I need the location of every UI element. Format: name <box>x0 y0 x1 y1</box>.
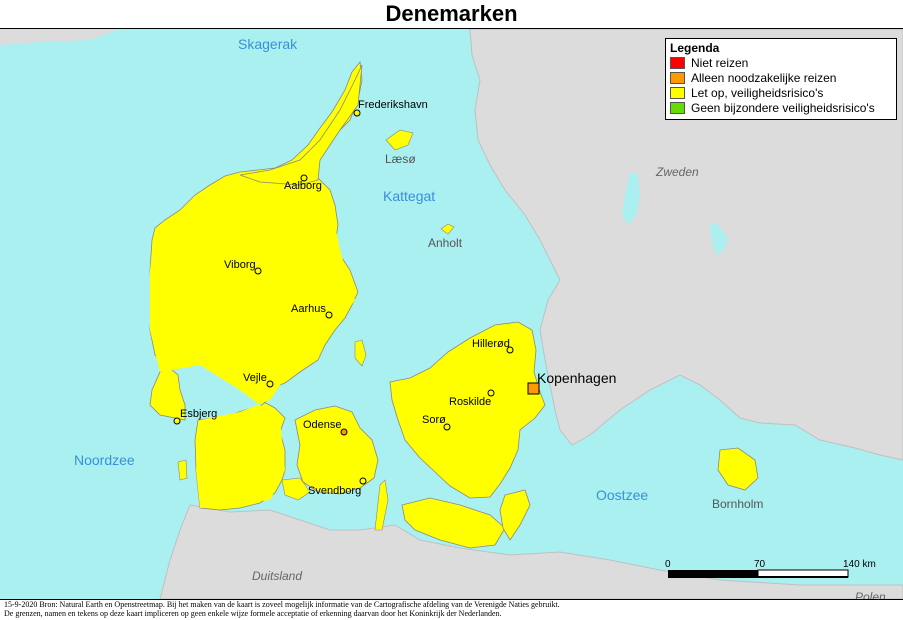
footer-disclaimer: 15-9-2020 Bron: Natural Earth en Openstr… <box>0 599 903 620</box>
city-marker-hillerod <box>506 346 514 354</box>
romo-island <box>177 459 188 481</box>
label-aarhus: Aarhus <box>291 303 326 315</box>
sweden-land <box>469 29 903 461</box>
lake-asnen <box>710 222 728 255</box>
legend-swatch-yellow <box>670 86 685 99</box>
vendsyssel <box>239 64 363 186</box>
label-noordzee: Noordzee <box>74 452 135 468</box>
city-marker-frederikshavn <box>353 109 361 117</box>
label-oostzee: Oostzee <box>596 487 648 503</box>
laeso-island <box>385 129 414 151</box>
city-marker-viborg <box>254 267 262 275</box>
label-svendborg: Svendborg <box>308 485 361 497</box>
zealand-island <box>389 321 546 499</box>
city-marker-aalborg <box>300 174 308 182</box>
legend-title: Legenda <box>670 41 720 55</box>
city-marker-roskilde <box>487 389 495 397</box>
label-bornholm: Bornholm <box>712 497 763 511</box>
label-skagerak: Skagerak <box>238 36 298 52</box>
label-zweden: Zweden <box>655 165 699 179</box>
lake-vattern <box>622 172 640 225</box>
label-duitsland: Duitsland <box>252 569 302 583</box>
title-bar: Denemarken <box>0 0 903 29</box>
scale-tick-140: 140 km <box>843 559 876 570</box>
germany-land <box>159 504 903 599</box>
legend-swatch-green <box>670 101 685 114</box>
page-title: Denemarken <box>385 1 518 26</box>
footer-line-2: De grenzen, namen en tekens op deze kaar… <box>4 609 502 618</box>
label-hillerod: Hillerød <box>472 338 510 350</box>
scale-tick-70: 70 <box>754 559 766 570</box>
label-odense: Odense <box>303 419 342 431</box>
scale-tick-0: 0 <box>665 559 671 570</box>
legend-item: Alleen noodzakelijke reizen <box>670 70 896 85</box>
label-roskilde: Roskilde <box>449 396 491 408</box>
label-esbjerg: Esbjerg <box>180 408 217 420</box>
legend-label: Let op, veiligheidsrisico's <box>691 85 824 100</box>
label-polen: Polen <box>855 590 886 599</box>
bornholm-island <box>717 447 759 491</box>
city-marker-vejle <box>266 380 274 388</box>
label-kattegat: Kattegat <box>383 188 435 204</box>
norway-land <box>0 29 120 45</box>
legend-swatch-red <box>670 56 685 69</box>
als-island <box>281 477 311 501</box>
city-marker-aarhus <box>325 311 333 319</box>
legend-label: Niet reizen <box>691 55 749 70</box>
footer-line-1: 15-9-2020 Bron: Natural Earth en Openstr… <box>4 600 560 609</box>
legend: Legenda Niet reizen Alleen noodzakelijke… <box>665 38 897 120</box>
city-marker-odense <box>340 428 348 436</box>
legend-item: Geen bijzondere veiligheidsrisico's <box>670 100 896 115</box>
legend-label: Geen bijzondere veiligheidsrisico's <box>691 100 875 115</box>
fyn-island <box>294 405 379 495</box>
label-frederikshavn: Frederikshavn <box>358 99 428 111</box>
lolland-island <box>401 497 506 549</box>
map-canvas: Skagerak Kattegat Noordzee Oostzee Zwede… <box>0 29 903 599</box>
label-soro: Sorø <box>422 414 446 426</box>
label-laeso: Læsø <box>385 152 416 166</box>
city-marker-svendborg <box>359 477 367 485</box>
city-marker-soro <box>443 423 451 431</box>
label-aalborg: Aalborg <box>284 180 322 192</box>
samso-island <box>354 339 367 367</box>
capital-marker <box>527 382 540 395</box>
legend-item: Let op, veiligheidsrisico's <box>670 85 896 100</box>
label-viborg: Viborg <box>224 259 256 271</box>
label-anholt: Anholt <box>428 236 463 250</box>
anholt-island <box>440 223 455 235</box>
label-vejle: Vejle <box>243 372 267 384</box>
jutland-main <box>150 175 355 508</box>
city-marker-esbjerg <box>173 417 181 425</box>
falster-island <box>499 489 531 541</box>
langeland-island <box>374 479 389 531</box>
scale-bar: 0 70 140 km <box>665 559 876 578</box>
legend-item: Niet reizen <box>670 55 896 70</box>
legend-swatch-orange <box>670 71 685 84</box>
label-kopenhagen: Kopenhagen <box>537 370 616 386</box>
legend-label: Alleen noodzakelijke reizen <box>691 70 837 85</box>
